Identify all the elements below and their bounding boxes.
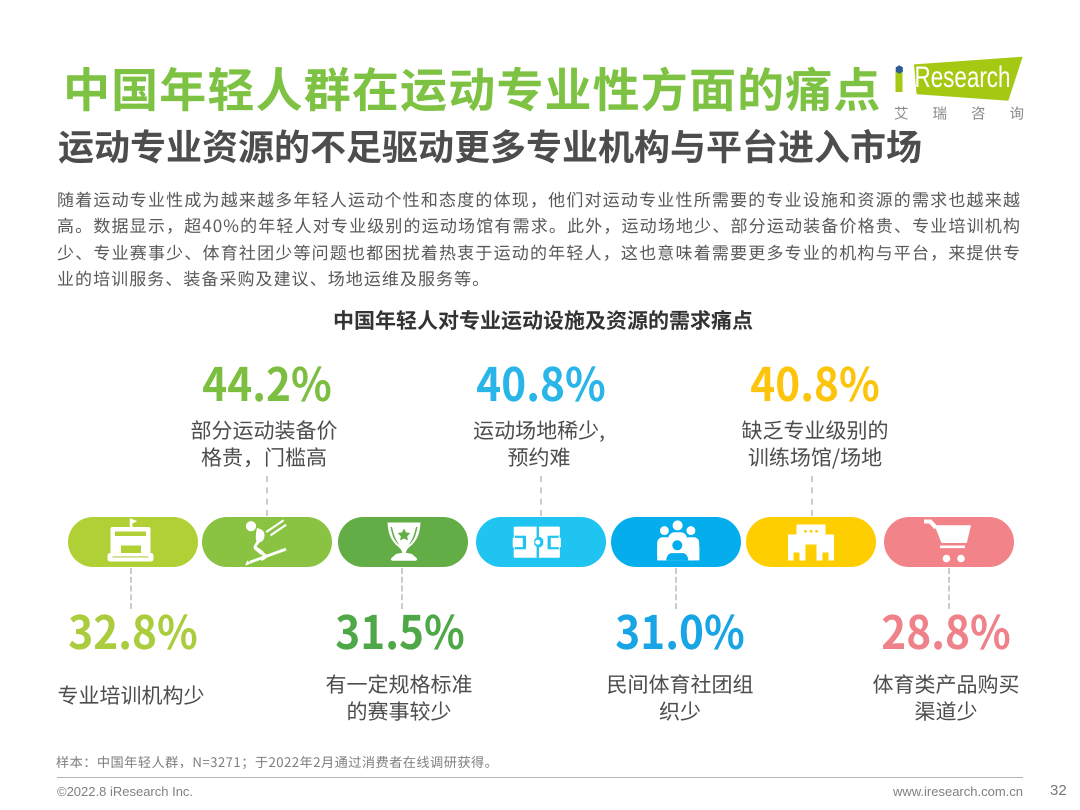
svg-text:Research: Research <box>915 61 1011 94</box>
svg-text:艾瑞咨询: 艾瑞咨询 <box>894 103 1024 124</box>
